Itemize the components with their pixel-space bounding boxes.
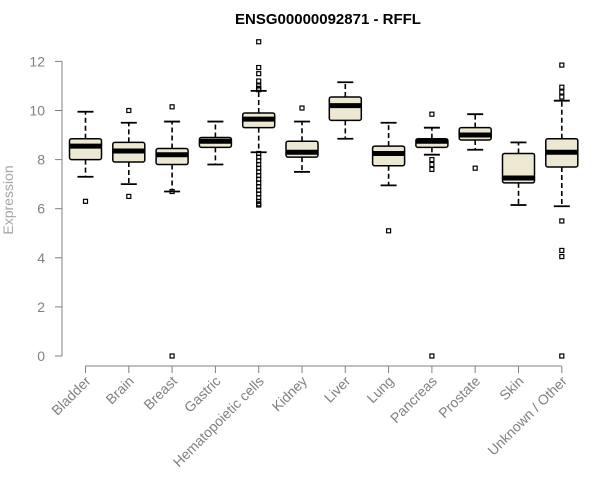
y-tick-label: 6	[37, 201, 45, 217]
outlier-point	[429, 353, 435, 359]
outlier-point	[559, 253, 565, 260]
outlier-point	[472, 165, 478, 171]
x-tick-label: Unknown / Other	[484, 373, 570, 459]
y-tick-label: 0	[37, 348, 45, 364]
x-tick-label: Kidney	[269, 373, 311, 415]
outlier-point	[256, 78, 262, 84]
outlier-point	[299, 105, 305, 111]
box-group	[241, 39, 276, 208]
outlier-point	[386, 228, 392, 234]
box-group	[68, 110, 103, 204]
outlier-point	[559, 247, 565, 254]
y-tick-label: 4	[37, 250, 45, 266]
box-iqr	[285, 140, 319, 158]
plot-area	[68, 39, 579, 359]
x-tick-label: Prostate	[435, 373, 483, 421]
box-group	[112, 107, 146, 200]
box-group	[285, 105, 319, 173]
x-tick-label: Liver	[321, 373, 354, 406]
box-group	[328, 81, 363, 140]
outlier-point	[559, 353, 565, 359]
x-tick-label: Pancreas	[387, 373, 440, 426]
outlier-point	[256, 64, 262, 71]
outlier-point	[169, 353, 175, 359]
outlier-point	[559, 218, 565, 224]
outlier-point	[429, 161, 435, 168]
box-group	[415, 111, 449, 359]
outlier-point	[256, 202, 262, 208]
box-group	[458, 113, 492, 171]
y-axis: 0 2 4 6 8 10 12	[29, 53, 63, 364]
x-tick-label: Brain	[102, 373, 136, 407]
outlier-point	[429, 166, 435, 173]
y-tick-label: 8	[37, 152, 45, 168]
outlier-point	[126, 107, 132, 114]
outlier-point	[559, 62, 565, 68]
outlier-point	[429, 111, 435, 117]
box-group	[501, 141, 536, 206]
y-axis-label: Expression	[0, 165, 16, 234]
outlier-point	[256, 87, 262, 93]
box-group	[371, 121, 406, 234]
outlier-point	[559, 84, 565, 90]
x-tick-label: Gastric	[181, 373, 224, 416]
outlier-point	[126, 193, 132, 200]
box-group	[545, 62, 579, 359]
box-group	[155, 104, 189, 359]
y-tick-label: 2	[37, 299, 45, 315]
box-iqr	[68, 137, 103, 161]
outlier-point	[559, 94, 565, 100]
outlier-point	[559, 89, 565, 95]
outlier-point	[169, 188, 175, 195]
y-tick-label: 12	[29, 53, 45, 69]
outlier-point	[256, 71, 262, 77]
outlier-point	[256, 39, 262, 45]
x-tick-label: Breast	[140, 373, 180, 413]
x-tick-label: Bladder	[48, 373, 94, 419]
y-tick-label: 10	[29, 103, 45, 119]
outlier-point	[429, 157, 435, 163]
chart-title: ENSG00000092871 - RFFL	[235, 11, 421, 28]
outlier-point	[169, 104, 175, 110]
outlier-point	[82, 198, 89, 204]
x-tick-label: Lung	[363, 373, 396, 406]
x-tick-label: Skin	[496, 373, 527, 404]
box-iqr	[328, 96, 363, 122]
box-group	[198, 120, 233, 166]
